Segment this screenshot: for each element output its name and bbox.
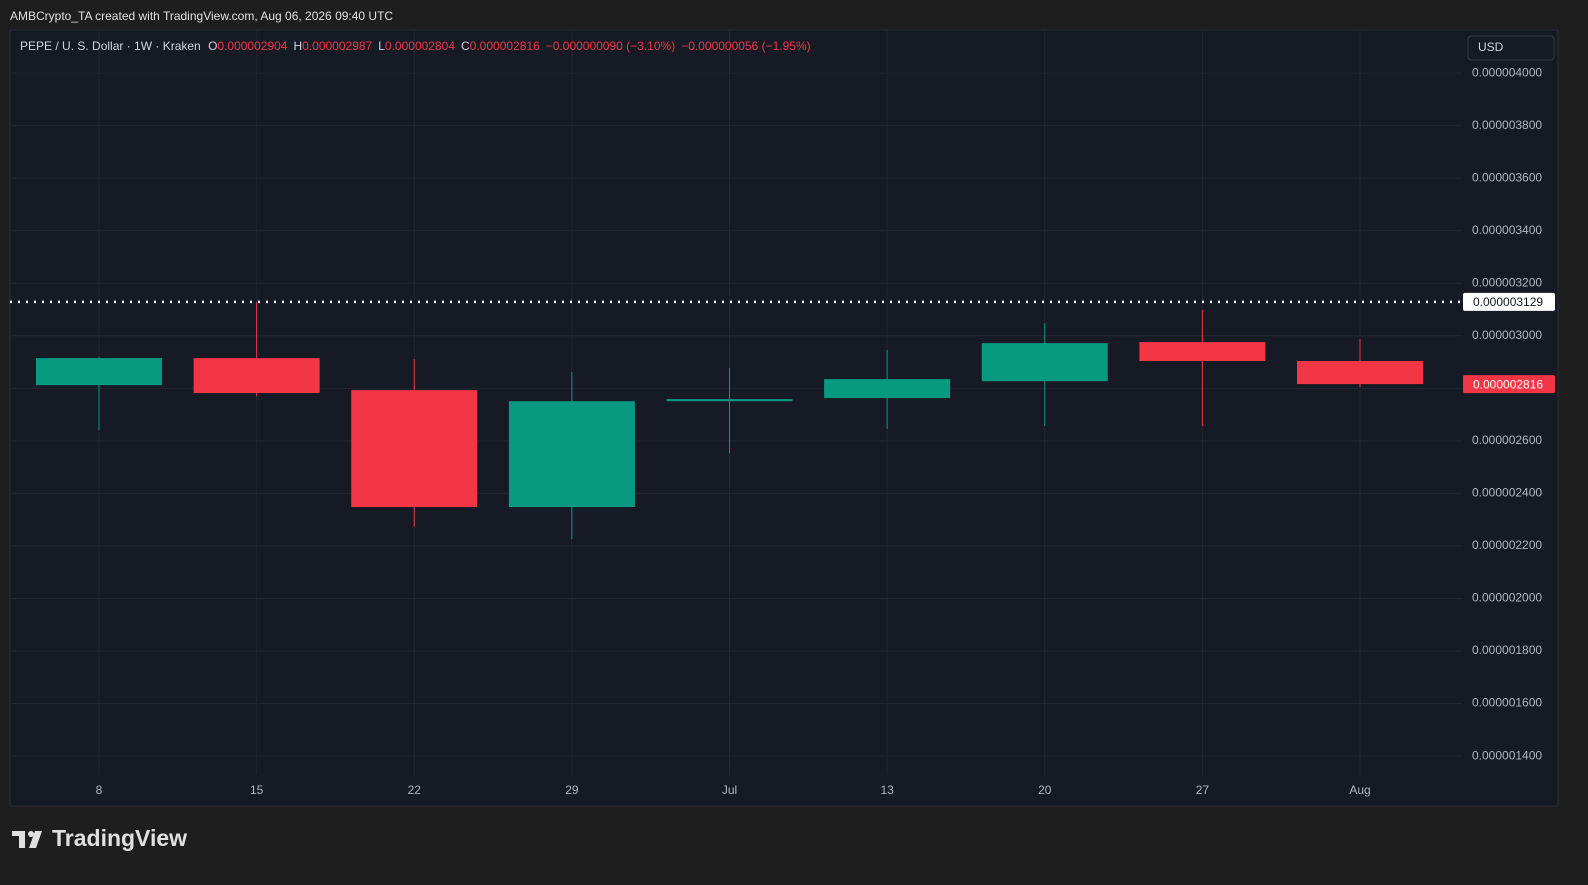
- x-tick-label: 15: [250, 783, 264, 797]
- x-tick-label: 27: [1196, 783, 1210, 797]
- candle-body: [824, 379, 951, 399]
- legend: PEPE / U. S. Dollar · 1W · Kraken O0.000…: [20, 39, 817, 53]
- change: −0.000000090 (−3.10%): [545, 39, 676, 53]
- y-tick-label: 0.000001400: [1472, 748, 1542, 762]
- logo-mark: [12, 831, 42, 848]
- x-tick-label: Aug: [1349, 783, 1370, 797]
- y-tick-label: 0.000003600: [1472, 170, 1542, 184]
- candle-body: [981, 343, 1108, 382]
- y-tick-label: 0.000001600: [1472, 696, 1542, 710]
- ohlc-letter: O: [208, 39, 218, 53]
- currency-box[interactable]: [1467, 35, 1555, 61]
- x-tick-label: 20: [1038, 783, 1052, 797]
- price-line-label: 0.000003129: [1473, 295, 1543, 309]
- y-tick-label: 0.000003800: [1472, 118, 1542, 132]
- candle-body: [351, 390, 478, 508]
- change: −0.000000056 (−1.95%): [681, 39, 811, 53]
- ohlc-value: 0.000002816: [469, 39, 540, 53]
- ohlc-letter: C: [461, 39, 470, 53]
- symbol: PEPE / U. S. Dollar · 1W · Kraken: [20, 39, 201, 53]
- y-tick-label: 0.000003400: [1472, 223, 1542, 237]
- x-tick-label: Jul: [722, 783, 737, 797]
- ohlc-letter: H: [293, 39, 303, 53]
- y-tick-label: 0.000002000: [1472, 591, 1542, 605]
- attribution: AMBCrypto_TA created with TradingView.co…: [10, 9, 393, 23]
- ohlc-letter: L: [378, 39, 385, 53]
- x-tick-label: 13: [880, 783, 894, 797]
- y-tick-label: 0.000003200: [1472, 275, 1542, 289]
- y-tick-label: 0.000001800: [1472, 643, 1542, 657]
- candle-body: [666, 399, 793, 402]
- candle-body: [1139, 342, 1266, 361]
- candle-body: [508, 401, 635, 508]
- y-tick-label: 0.000002200: [1472, 538, 1542, 552]
- logo-text: TradingView: [52, 825, 187, 851]
- x-tick-label: 22: [408, 783, 422, 797]
- last-price-box: [1463, 375, 1555, 394]
- last-price-label: 0.000002816: [1473, 377, 1543, 391]
- candle-body: [1297, 360, 1423, 385]
- currency[interactable]: USD: [1478, 40, 1504, 54]
- ohlc-value: 0.000002987: [302, 39, 373, 53]
- chart-pane: [9, 29, 1559, 807]
- y-tick-label: 0.000002400: [1472, 486, 1542, 500]
- candle-body: [193, 358, 320, 394]
- y-tick-label: 0.000003000: [1472, 328, 1542, 342]
- y-tick-label: 0.000002600: [1472, 433, 1542, 447]
- x-tick-label: 29: [565, 783, 579, 797]
- price-line-box: [1463, 292, 1555, 311]
- ohlc-value: 0.000002904: [217, 39, 288, 53]
- y-tick-label: 0.000004000: [1472, 65, 1542, 79]
- ohlc-value: 0.000002804: [384, 39, 455, 53]
- candle-body: [36, 358, 162, 386]
- x-tick-label: 8: [96, 783, 103, 797]
